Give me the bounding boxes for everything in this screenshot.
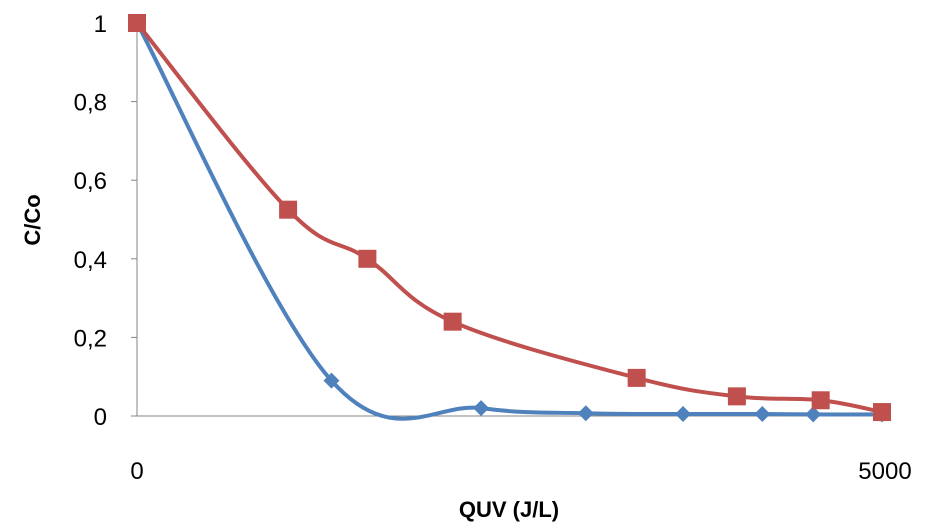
series-2-line [135, 21, 885, 415]
y-tick-label: 0,6 [74, 168, 107, 195]
series-1-line [135, 21, 885, 421]
x-tick-label: 5000 [858, 458, 911, 485]
series-1-point [323, 372, 340, 389]
x-axis-title: QUV (J/L) [459, 497, 559, 522]
y-tick-label: 0,8 [74, 90, 107, 117]
series-2-point [727, 387, 746, 406]
series-1-point [805, 406, 822, 423]
y-tick-label: 0,4 [74, 247, 107, 274]
series-2-point [358, 249, 377, 268]
y-axis-title: C/Co [20, 194, 45, 245]
series-2-point [811, 391, 830, 410]
series-2-point [873, 403, 892, 422]
series-1-point [675, 406, 692, 423]
series-2-point [128, 14, 146, 32]
series-1-point [473, 400, 490, 417]
series-2-point [443, 312, 462, 331]
x-tick-label: 0 [130, 458, 143, 485]
y-tick-label: 0,2 [74, 325, 107, 352]
series-1-point [577, 405, 594, 422]
series-1-point [754, 406, 771, 423]
y-tick-label: 1 [94, 11, 107, 38]
tick-labels: 0 0,2 0,4 0,6 0,8 1 0 5000 [74, 11, 912, 485]
series-2-point [279, 200, 298, 219]
axes [131, 22, 885, 417]
y-tick-label: 0 [94, 404, 107, 431]
series-2-point [627, 368, 646, 387]
series-layer [128, 14, 892, 423]
